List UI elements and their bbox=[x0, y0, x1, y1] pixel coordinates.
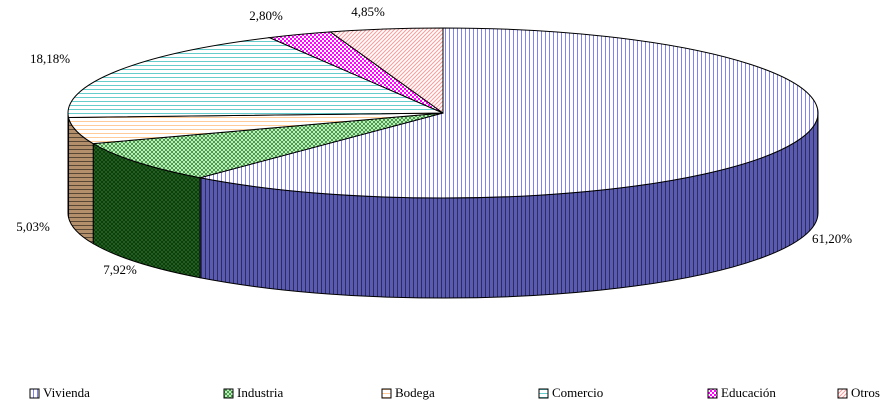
legend-label: Comercio bbox=[552, 385, 603, 400]
legend-swatch bbox=[707, 388, 718, 399]
pie-tops bbox=[67, 27, 819, 199]
data-label: 7,92% bbox=[103, 262, 137, 277]
legend-label: Bodega bbox=[395, 385, 435, 400]
slice bbox=[329, 27, 444, 114]
pie-sides bbox=[67, 112, 819, 299]
data-label: 61,20% bbox=[812, 231, 852, 246]
legend-swatch bbox=[223, 388, 234, 399]
data-labels: 61,20% 7,92% 5,03% 18,18% 2,80% 4,85% bbox=[16, 4, 852, 277]
legend-label: Educación bbox=[721, 385, 776, 400]
legend-swatch bbox=[381, 388, 392, 399]
legend-swatch bbox=[29, 388, 40, 399]
slice bbox=[91, 112, 444, 179]
legend-label: Vivienda bbox=[43, 385, 90, 400]
legend-label: Industria bbox=[237, 385, 283, 400]
data-label: 18,18% bbox=[30, 51, 70, 66]
legend-swatch bbox=[837, 388, 848, 399]
slice bbox=[200, 27, 819, 199]
legend: Vivienda Industria Bodega Comercio Educación… bbox=[29, 385, 880, 400]
data-label: 4,85% bbox=[351, 4, 385, 19]
data-label: 2,80% bbox=[249, 8, 283, 23]
legend-swatch bbox=[538, 388, 549, 399]
slice bbox=[67, 37, 444, 118]
data-label: 5,03% bbox=[16, 219, 50, 234]
legend-label: Otros bbox=[851, 385, 880, 400]
slice-side bbox=[67, 112, 70, 218]
